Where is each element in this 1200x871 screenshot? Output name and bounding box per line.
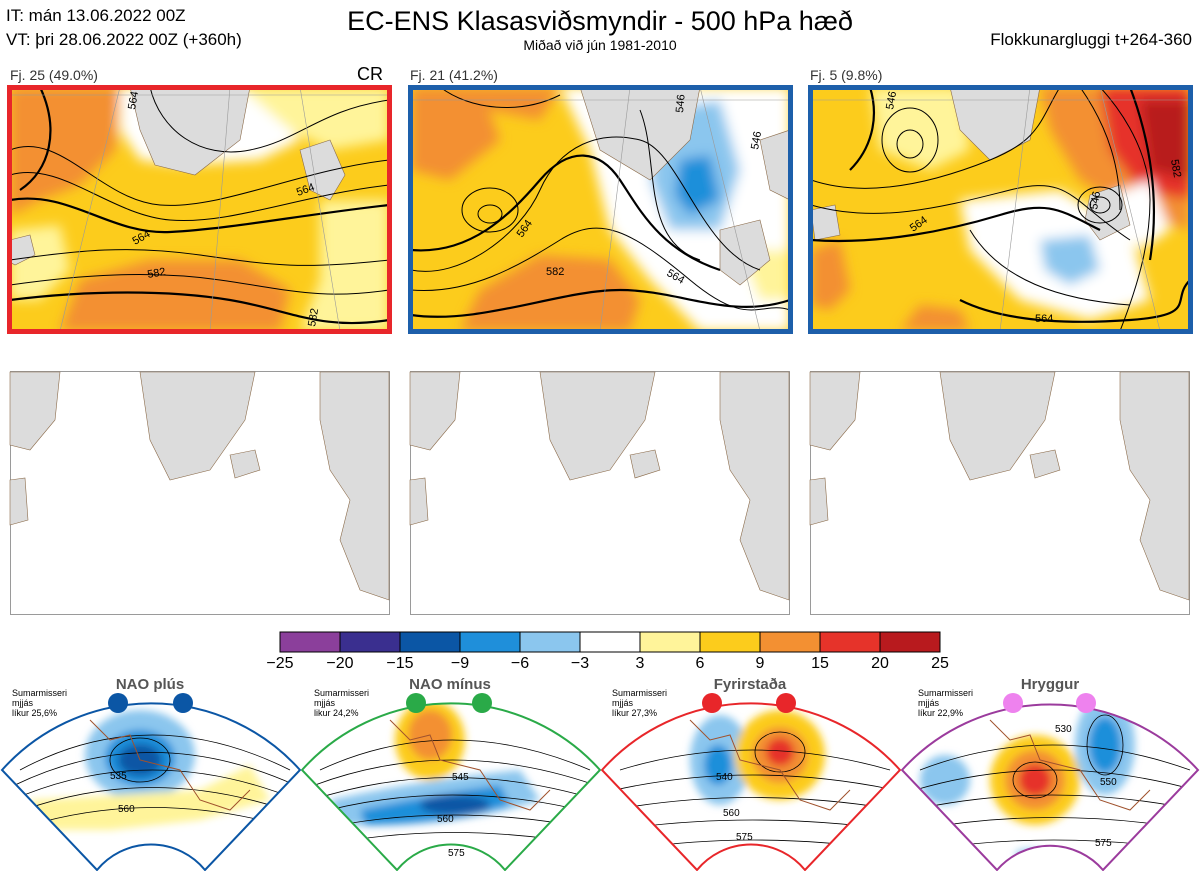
colorbar-swatch — [579, 631, 641, 653]
blocking-marker-left — [702, 693, 722, 713]
ridge-contour-c: 575 — [1095, 838, 1112, 849]
basemap-1 — [9, 371, 390, 615]
valid-time: VT: þri 28.06.2022 00Z (+360h) — [6, 30, 242, 49]
initial-time: IT: mán 13.06.2022 00Z — [6, 6, 186, 25]
colorbar-swatch — [759, 631, 821, 653]
stat-months: mjjás — [12, 698, 34, 708]
colorbar-swatch — [519, 631, 581, 653]
stat-probability: likur 24,2% — [314, 708, 359, 718]
p2-label-e: 546 — [749, 130, 764, 150]
colorbar — [279, 631, 941, 653]
colorbar-swatch — [459, 631, 521, 653]
stat-months: mjjás — [612, 698, 634, 708]
nao-plus-marker-left — [108, 693, 128, 713]
stat-probability: líkur 27,3% — [612, 708, 658, 718]
ridge-marker-left — [1003, 693, 1023, 713]
p3-label-a: 546 — [884, 90, 899, 110]
colorbar-tick: −20 — [326, 655, 354, 672]
blocking-contour-c: 575 — [736, 832, 753, 843]
cluster-2-map: 546 564 582 564 546 — [411, 87, 790, 331]
blocking-contour-a: 540 — [716, 772, 733, 783]
colorbar-swatch — [699, 631, 761, 653]
colorbar-tick: −3 — [570, 655, 590, 672]
p1-label-c: 582 — [146, 266, 166, 281]
p1-label-e: 582 — [306, 307, 321, 327]
p2-label-a: 546 — [674, 94, 688, 113]
nao-minus-contour-b: 560 — [437, 814, 454, 825]
cluster-3-frame — [808, 85, 1193, 334]
cluster-2-label: Fj. 21 (41.2%) — [410, 67, 498, 83]
stat-season: Sumarmisseri — [12, 688, 68, 698]
colorbar-tick: −15 — [386, 655, 414, 672]
climatology-subtitle: Miðað við jún 1981-2010 — [523, 37, 677, 53]
p3-label-c: 546 — [1088, 190, 1103, 210]
nao-plus-contour-a: 535 — [110, 771, 127, 782]
ridge-contour-a: 530 — [1055, 724, 1072, 735]
page-title: EC-ENS Klasasviðsmyndir - 500 hPa hæð — [347, 6, 853, 36]
basemap-3 — [809, 371, 1190, 615]
colorbar-tick: 25 — [931, 655, 949, 672]
colorbar-swatch — [879, 631, 941, 653]
p2-label-c: 582 — [546, 266, 564, 278]
colorbar-tick: 15 — [811, 655, 829, 672]
regime-title-blocking: Fyrirstaða — [713, 676, 787, 693]
colorbar-tick: 20 — [871, 655, 889, 672]
basemap-2 — [409, 371, 790, 615]
colorbar-tick: −6 — [510, 655, 530, 672]
colorbar-tick: 9 — [755, 655, 765, 672]
colorbar-swatch — [279, 631, 341, 653]
run-info: IT: mán 13.06.2022 00Z VT: þri 28.06.202… — [6, 4, 242, 52]
colorbar-tick: 3 — [635, 655, 645, 672]
regime-title-nao-minus: NAO mínus — [409, 676, 491, 693]
p3-label-d: 564 — [1035, 313, 1053, 325]
regime-stats-ridge: Sumarmisseri mjjás líkur 22,9% — [918, 688, 973, 718]
stat-season: Sumarmisseri — [314, 688, 370, 698]
ridge-marker-right — [1076, 693, 1096, 713]
colorbar-swatch — [639, 631, 701, 653]
nao-plus-contour-b: 560 — [118, 804, 135, 815]
regime-stats-nao-plus: Sumarmisseri mjjás líkur 25,6% — [12, 688, 67, 718]
stat-season: Sumarmisseri — [918, 688, 974, 698]
regime-stats-blocking: Sumarmisseri mjjás líkur 27,3% — [612, 688, 667, 718]
nao-plus-marker-right — [173, 693, 193, 713]
cluster-2-frame — [408, 85, 793, 334]
cluster-1-map: 564 564 582 564 582 — [10, 87, 389, 331]
colorbar-tick: −9 — [450, 655, 470, 672]
stat-probability: líkur 22,9% — [918, 708, 964, 718]
colorbar-tick: 6 — [695, 655, 705, 672]
p3-label-e: 582 — [1168, 158, 1183, 178]
cluster-3-label: Fj. 5 (9.8%) — [810, 67, 883, 83]
regime-title-ridge: Hryggur — [1020, 676, 1080, 693]
stat-season: Sumarmisseri — [612, 688, 668, 698]
nao-minus-marker-right — [472, 693, 492, 713]
blocking-contour-b: 560 — [723, 808, 740, 819]
stat-months: mjjás — [918, 698, 940, 708]
colorbar-tick: −25 — [266, 655, 294, 672]
stat-probability: líkur 25,6% — [12, 708, 58, 718]
regime-title-nao-plus: NAO plús — [115, 676, 185, 693]
nao-minus-contour-a: 545 — [452, 772, 469, 783]
p1-label-d: 564 — [126, 90, 141, 110]
cluster-3-map: 546 564 546 564 582 — [811, 87, 1190, 331]
ridge-contour-b: 550 — [1100, 777, 1117, 788]
colorbar-swatch — [399, 631, 461, 653]
colorbar-swatch — [819, 631, 881, 653]
blocking-marker-right — [776, 693, 796, 713]
cluster-1-frame — [7, 85, 392, 334]
cluster-1-regime: CR — [357, 64, 383, 84]
colorbar-swatch — [339, 631, 401, 653]
stat-months: mjjás — [314, 698, 336, 708]
p1-label-a: 564 — [295, 181, 316, 199]
cluster-1-label: Fj. 25 (49.0%) — [10, 67, 98, 83]
classification-window: Flokkunargluggi t+264-360 — [990, 30, 1192, 49]
nao-minus-contour-c: 575 — [448, 848, 465, 859]
nao-minus-marker-left — [406, 693, 426, 713]
regime-stats-nao-minus: Sumarmisseri mjjás likur 24,2% — [314, 688, 369, 718]
